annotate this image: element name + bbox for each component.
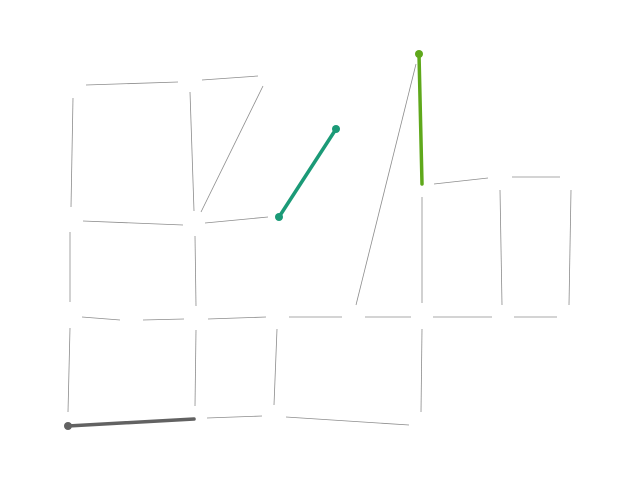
green-route-endpoint [415,50,423,58]
graph-edge [85,81,179,86]
graph-edge [81,316,121,321]
graph-edge [189,91,195,212]
graph-edge [82,220,184,226]
graph-edge [204,216,269,224]
highlighted-routes [64,50,424,430]
graph-edge [67,327,71,413]
graph-edge [70,97,74,208]
graph-edge [201,75,259,81]
graph-edge [433,177,489,185]
teal-route-endpoint [332,125,340,133]
graph-edge [200,85,264,213]
teal-route-line [277,127,338,219]
teal-route-endpoint [275,213,283,221]
graph-edge [194,235,197,307]
gray-route-line [66,417,196,428]
graph-edge [142,318,185,321]
graph-edge [207,316,267,320]
graph-edge [568,189,572,306]
graph-edge [499,189,503,306]
gray-route-endpoint [64,422,72,430]
graph-edge [206,415,263,419]
green-route-line [417,52,424,186]
graph-edge [355,63,417,306]
graph-edges [67,63,572,426]
graph-edge [420,328,423,413]
graph-edge [273,328,278,406]
graph-edge [194,329,197,407]
graph-edge [285,416,410,426]
